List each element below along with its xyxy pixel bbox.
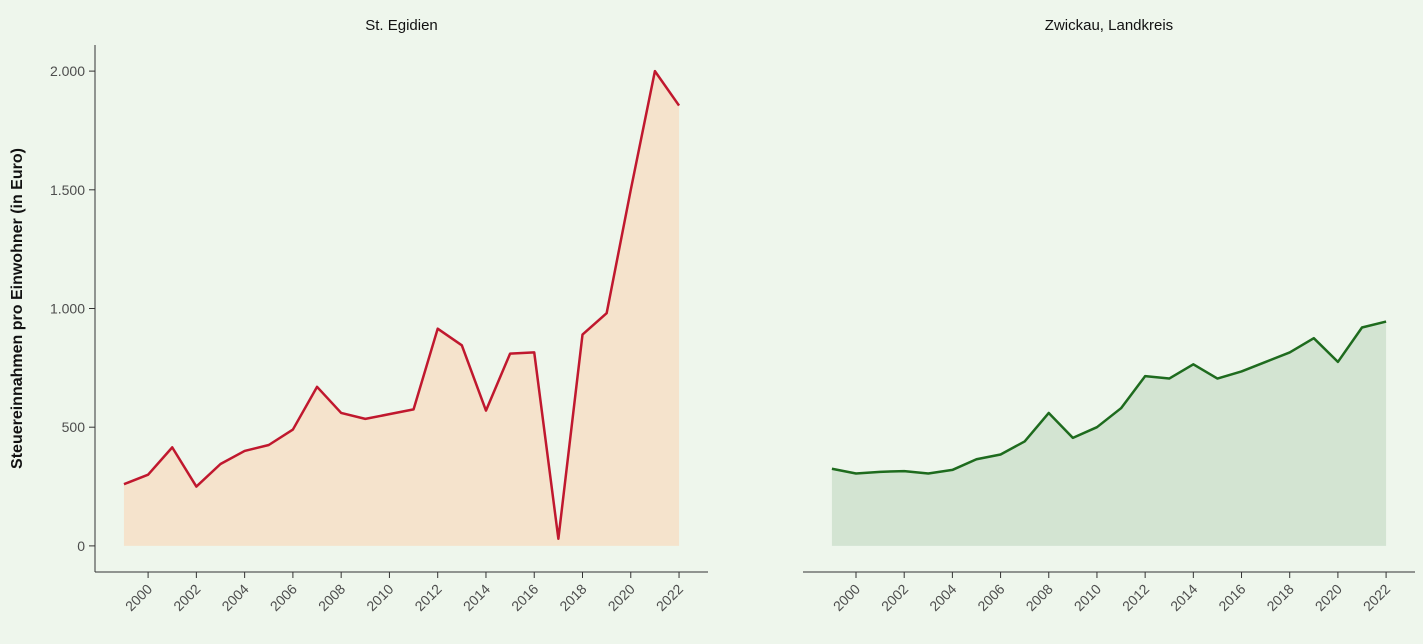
x-tick-label: 2018 <box>1263 581 1296 614</box>
x-tick-label: 2022 <box>1360 581 1393 614</box>
x-tick-label: 2002 <box>878 581 911 614</box>
y-tick-label: 1.500 <box>50 182 85 198</box>
x-tick-label: 2006 <box>974 581 1007 614</box>
area <box>123 71 680 546</box>
y-tick-label: 1.000 <box>50 301 85 317</box>
x-tick-label: 2020 <box>1312 581 1345 614</box>
x-tick-label: 2006 <box>267 581 300 614</box>
x-tick-label: 2000 <box>122 581 155 614</box>
panel-title: St. Egidien <box>365 17 438 34</box>
y-tick-label: 2.000 <box>50 63 85 79</box>
line <box>831 320 1387 475</box>
x-tick-label: 2012 <box>411 581 444 614</box>
y-axis-label: Steuereinnahmen pro Einwohner (in Euro) <box>9 148 26 469</box>
y-tick-label: 0 <box>77 538 85 554</box>
line <box>123 69 681 541</box>
x-tick-label: 2008 <box>315 581 348 614</box>
x-tick-label: 2016 <box>1215 581 1248 614</box>
x-tick-label: 2012 <box>1119 581 1152 614</box>
x-tick-label: 2002 <box>170 581 203 614</box>
x-tick-label: 2004 <box>218 581 251 614</box>
x-tick-label: 2020 <box>605 581 638 614</box>
x-tick-label: 2016 <box>508 581 541 614</box>
y-tick-label: 500 <box>62 419 86 435</box>
x-tick-label: 2018 <box>556 581 589 614</box>
area <box>831 321 1387 546</box>
x-tick-label: 2000 <box>830 581 863 614</box>
x-tick-label: 2004 <box>926 581 959 614</box>
panel-title: Zwickau, Landkreis <box>1045 17 1173 34</box>
x-tick-label: 2022 <box>653 581 686 614</box>
x-tick-label: 2014 <box>460 581 493 614</box>
x-tick-label: 2010 <box>363 581 396 614</box>
x-tick-label: 2010 <box>1071 581 1104 614</box>
x-tick-label: 2014 <box>1167 581 1200 614</box>
x-tick-label: 2008 <box>1023 581 1056 614</box>
